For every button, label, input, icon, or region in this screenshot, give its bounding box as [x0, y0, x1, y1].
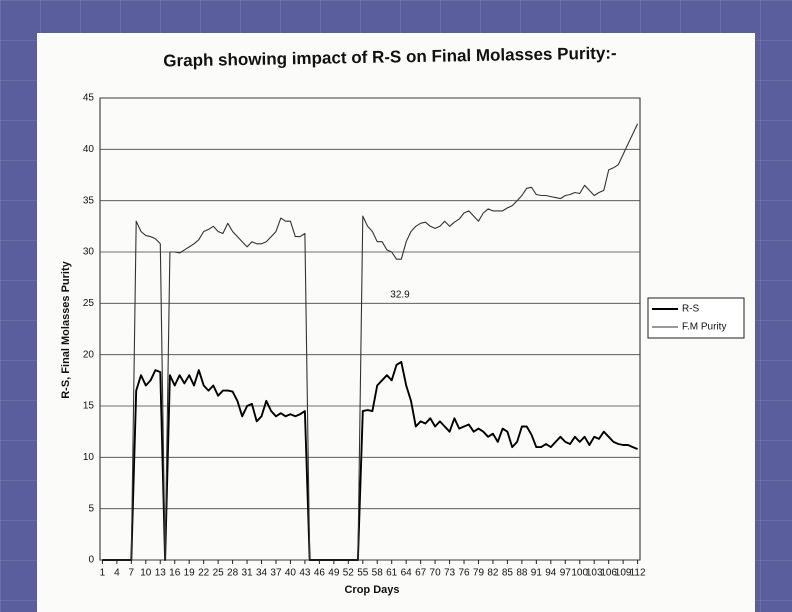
x-tick-label: 13 — [155, 568, 167, 579]
x-tick-label: 70 — [430, 568, 442, 579]
x-tick-label: 40 — [285, 568, 297, 579]
annotation: 32.9 — [390, 290, 410, 301]
x-tick-label: 73 — [444, 568, 456, 579]
x-tick-label: 25 — [213, 568, 225, 579]
x-tick-label: 109 — [615, 568, 632, 579]
x-tick-label: 49 — [328, 568, 340, 579]
y-axis-label: R-S, Final Molasses Purity — [60, 260, 72, 398]
legend-box — [647, 297, 745, 339]
x-tick-label: 106 — [600, 568, 617, 579]
x-tick-label: 67 — [415, 568, 427, 579]
x-tick-label: 91 — [531, 568, 543, 579]
y-tick-label: 20 — [83, 349, 95, 360]
y-tick-label: 40 — [83, 144, 95, 155]
y-tick-label: 5 — [88, 503, 94, 514]
x-tick-label: 61 — [386, 568, 398, 579]
chart-title: Graph showing impact of R-S on Final Mol… — [163, 44, 617, 71]
x-tick-label: 43 — [299, 568, 311, 579]
x-tick-label: 76 — [458, 568, 470, 579]
x-tick-label: 52 — [343, 568, 355, 579]
x-axis-label: Crop Days — [344, 584, 399, 596]
x-tick-label: 55 — [357, 568, 369, 579]
y-tick-label: 15 — [83, 401, 95, 412]
x-tick-label: 22 — [198, 568, 210, 579]
x-tick-label: 10 — [140, 568, 152, 579]
plot-area — [99, 97, 641, 561]
x-tick-label: 28 — [227, 568, 239, 579]
y-tick-label: 25 — [83, 298, 95, 309]
x-tick-label: 88 — [516, 568, 528, 579]
x-tick-label: 19 — [184, 568, 196, 579]
y-tick-label: 35 — [83, 195, 95, 206]
y-tick-label: 30 — [83, 247, 95, 258]
legend-label: F.M Purity — [682, 322, 726, 333]
x-tick-label: 79 — [473, 568, 485, 579]
x-tick-label: 16 — [169, 568, 181, 579]
x-tick-label: 46 — [314, 568, 326, 579]
series-line — [102, 360, 638, 561]
x-tick-label: 58 — [372, 568, 384, 579]
x-tick-label: 4 — [114, 568, 120, 579]
y-tick-label: 10 — [83, 452, 95, 463]
y-tick-label: 45 — [83, 93, 95, 104]
x-tick-label: 112 — [630, 568, 646, 579]
x-tick-label: 34 — [256, 568, 268, 579]
x-tick-label: 97 — [560, 568, 572, 579]
x-tick-label: 31 — [241, 568, 253, 579]
y-tick-label: 0 — [88, 555, 94, 566]
x-tick-label: 103 — [586, 568, 603, 579]
x-tick-label: 94 — [545, 568, 557, 579]
x-tick-label: 100 — [571, 568, 588, 579]
x-tick-label: 64 — [401, 568, 413, 579]
x-tick-label: 85 — [502, 568, 514, 579]
legend-label: R-S — [682, 304, 700, 315]
x-tick-label: 7 — [129, 568, 135, 579]
x-tick-label: 1 — [100, 568, 106, 579]
x-tick-label: 37 — [270, 568, 282, 579]
x-tick-label: 82 — [487, 568, 499, 579]
series-line — [102, 123, 639, 561]
